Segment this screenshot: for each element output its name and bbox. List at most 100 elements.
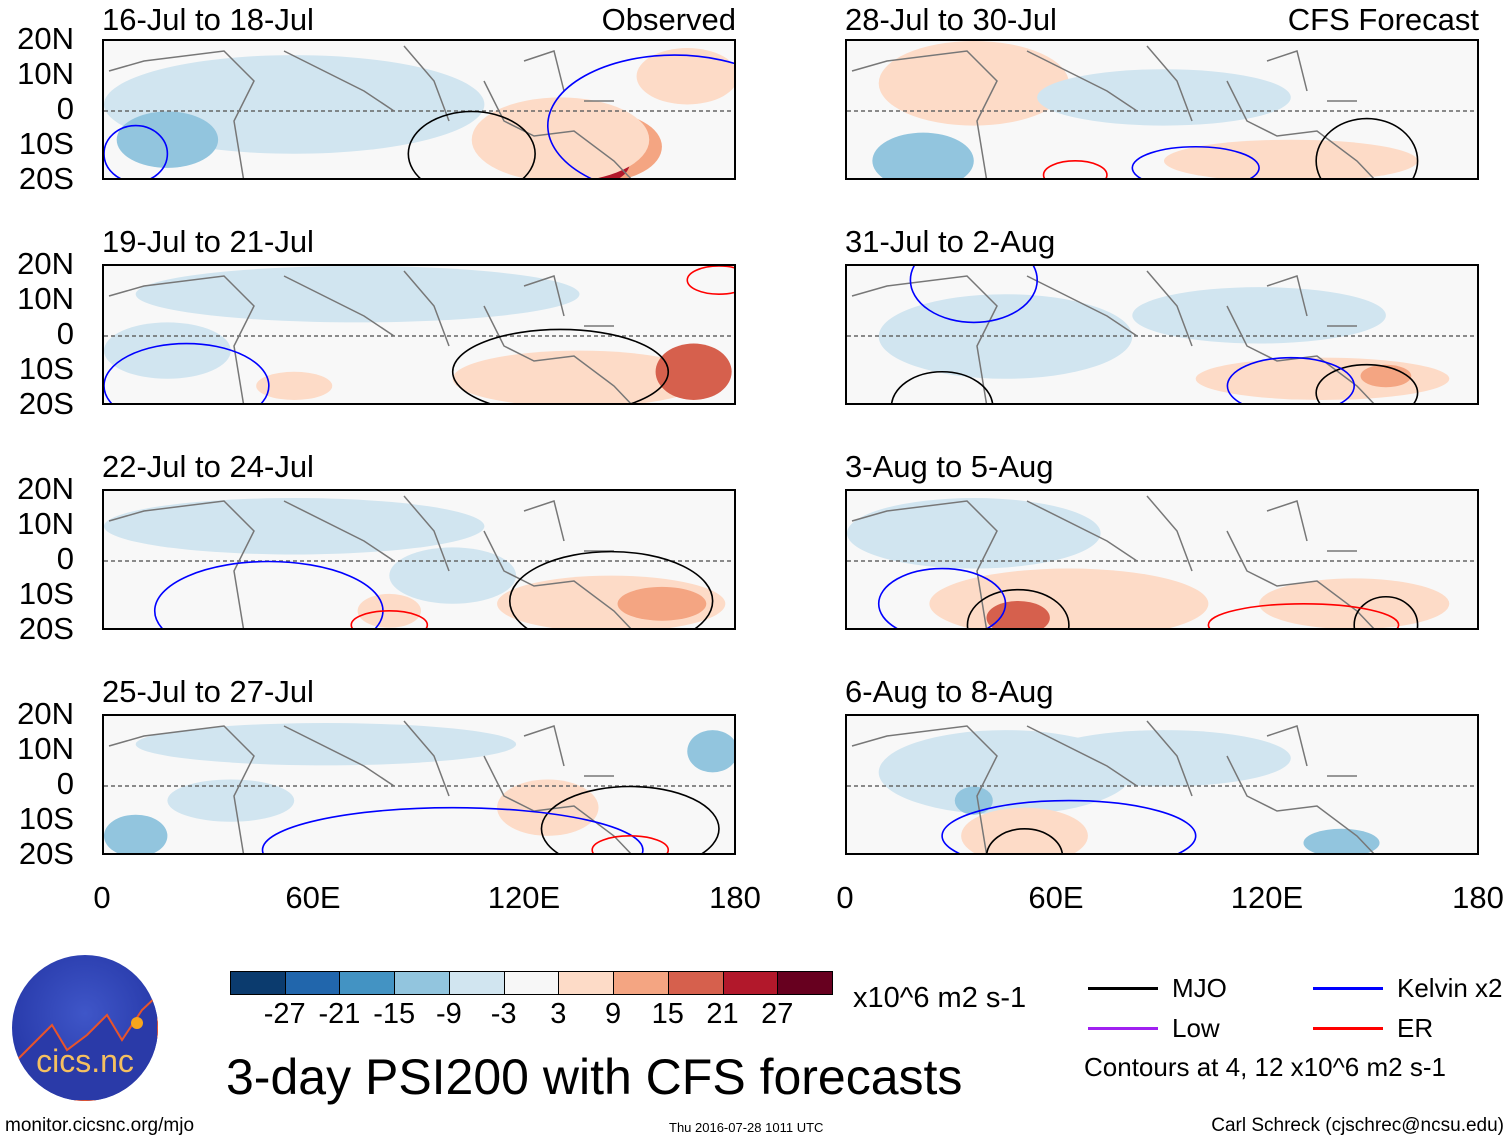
wave-contour	[261, 806, 644, 853]
legend-label: Low	[1172, 1013, 1220, 1043]
colorbar-swatch	[667, 971, 724, 995]
colorbar-label: 21	[706, 998, 739, 1030]
wave-contour	[104, 124, 169, 178]
colorbar-label: -9	[436, 998, 462, 1030]
coastline	[851, 45, 1375, 178]
colorbar-units: x10^6 m2 s-1	[853, 982, 1027, 1014]
panel-title: 19-Jul to 21-Jul	[102, 224, 314, 259]
map-panel	[845, 714, 1479, 855]
wave-contour	[890, 370, 994, 403]
map-panel	[102, 489, 736, 630]
anomaly-shading	[1037, 69, 1291, 126]
lon-label: 180	[1452, 880, 1504, 915]
footer-author: Carl Schreck (cjschrec@ncsu.edu)	[1211, 1115, 1504, 1136]
lon-label: 0	[93, 880, 111, 915]
lat-label: 10N	[17, 506, 74, 541]
footer-timestamp: Thu 2016-07-28 1011 UTC	[669, 1120, 824, 1135]
wave-contour	[104, 342, 270, 403]
wave-contour	[986, 828, 1063, 853]
panel-tag: Observed	[601, 2, 736, 37]
anomaly-shading	[1132, 287, 1386, 344]
wave-contour	[1353, 595, 1419, 628]
wave-contour	[1315, 117, 1419, 178]
lat-label: 0	[56, 316, 74, 351]
map-panel	[845, 39, 1479, 180]
legend-line	[1313, 1027, 1383, 1030]
lat-label: 20N	[17, 246, 74, 281]
lon-label: 120E	[1230, 880, 1304, 915]
map-panel	[102, 714, 736, 855]
wave-contour	[508, 550, 714, 628]
colorbar-label: -3	[490, 998, 517, 1030]
wave-contour	[877, 567, 1007, 628]
wave-contour	[966, 588, 1070, 628]
wave-contour	[407, 110, 536, 178]
colorbar-swatch	[339, 971, 396, 995]
lat-label: 0	[56, 766, 74, 801]
footer-url[interactable]: monitor.cicsnc.org/mjo	[5, 1115, 195, 1136]
anomaly-shading	[452, 350, 707, 403]
anomaly-shading	[104, 322, 231, 379]
map-panel	[102, 264, 736, 405]
wave-contour	[909, 266, 1038, 324]
anomaly-shading	[872, 132, 974, 178]
colorbar-swatch	[613, 971, 669, 995]
lon-label: 60E	[1028, 880, 1084, 915]
lat-label: 20S	[18, 161, 74, 196]
panel-title: 25-Jul to 27-Jul	[102, 674, 314, 709]
anomaly-shading	[954, 786, 993, 815]
anomaly-shading	[167, 779, 295, 822]
lat-label: 20N	[17, 471, 74, 506]
anomaly-shading	[878, 294, 1133, 379]
panel-title: 22-Jul to 24-Jul	[102, 449, 314, 484]
anomaly-shading	[986, 600, 1050, 628]
wave-contour	[1226, 356, 1355, 403]
lat-label: 20S	[18, 836, 74, 871]
lat-label: 20S	[18, 611, 74, 646]
logo: cics.nc	[12, 955, 158, 1101]
map-panel	[102, 39, 736, 180]
legend-label: MJO	[1172, 973, 1227, 1003]
lon-label: 60E	[285, 880, 341, 915]
colorbar-swatch	[284, 971, 341, 995]
legend-label: Kelvin x2	[1397, 973, 1503, 1003]
wave-contour	[1131, 145, 1260, 178]
colorbar-label: -15	[373, 998, 416, 1030]
lon-label: 0	[836, 880, 854, 915]
wave-contour	[153, 560, 384, 628]
coastline	[108, 495, 632, 628]
anomaly-shading	[104, 498, 485, 555]
colorbar-label: 15	[651, 998, 684, 1030]
wave-contour	[1315, 363, 1419, 403]
legend-line	[1313, 987, 1383, 990]
panel-title: 16-Jul to 18-Jul	[102, 2, 314, 37]
anomaly-shading	[636, 48, 734, 105]
wave-contour	[1207, 603, 1400, 628]
lat-label: 10N	[17, 56, 74, 91]
lon-label: 180	[709, 880, 761, 915]
colorbar-label: -21	[318, 998, 361, 1030]
legend-line	[1088, 987, 1158, 990]
anomaly-shading	[135, 266, 580, 323]
legend-line	[1088, 1027, 1158, 1030]
wave-contour	[451, 328, 670, 403]
wave-contour	[591, 835, 670, 853]
lat-label: 0	[56, 541, 74, 576]
coastline	[108, 45, 632, 178]
colorbar-swatch	[230, 971, 286, 995]
colorbar-label: 27	[761, 998, 794, 1030]
coastline	[851, 720, 1375, 853]
lat-label: 10S	[18, 126, 74, 161]
anomaly-shading	[104, 814, 168, 853]
logo-text: cics.nc	[36, 1043, 134, 1079]
anomaly-shading	[687, 730, 734, 773]
figure-title: 3-day PSI200 with CFS forecasts	[226, 1049, 963, 1105]
panel-title: 6-Aug to 8-Aug	[845, 674, 1054, 709]
wave-contour	[686, 266, 734, 295]
anomaly-shading	[1037, 730, 1291, 787]
lat-label: 10N	[17, 731, 74, 766]
colorbar-swatch	[448, 971, 505, 995]
lat-label: 10S	[18, 351, 74, 386]
panel-title: 28-Jul to 30-Jul	[845, 2, 1057, 37]
map-panel	[845, 489, 1479, 630]
